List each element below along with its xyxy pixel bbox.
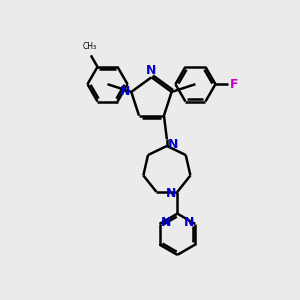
- Text: CH₃: CH₃: [82, 42, 97, 51]
- Text: N: N: [168, 138, 178, 151]
- Text: N: N: [166, 187, 176, 200]
- Text: N: N: [184, 216, 194, 229]
- Text: N: N: [120, 85, 130, 98]
- Text: N: N: [146, 64, 157, 77]
- Text: N: N: [161, 216, 171, 229]
- Text: F: F: [230, 78, 238, 91]
